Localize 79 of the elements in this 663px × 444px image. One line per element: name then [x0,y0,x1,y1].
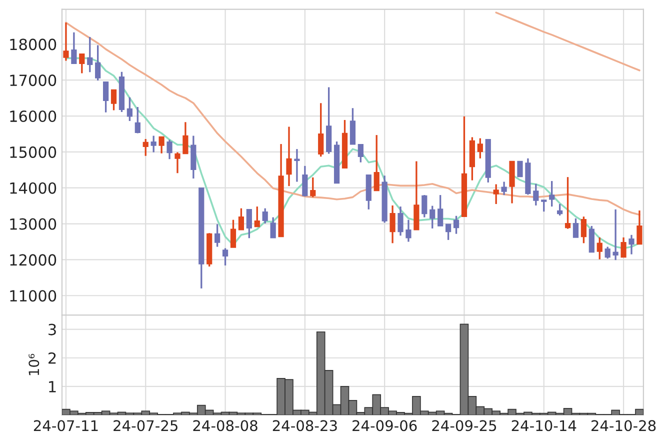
line-series [65,22,640,216]
candlestick [501,180,507,196]
candlestick [270,216,276,239]
candlestick [374,134,380,192]
candlestick [230,218,236,248]
candlestick [549,180,555,208]
candlestick [620,236,626,258]
candlestick [636,210,642,246]
candlestick [110,88,117,112]
candlestick [166,138,172,160]
candlestick [262,207,268,224]
candlestick [174,151,180,174]
candlestick [318,102,324,158]
line-series [495,12,640,72]
candlestick [246,208,252,239]
y-tick-label: 18000 [10,38,56,50]
x-tick-label: 24-09-25 [432,420,496,432]
y-tick-label: 16000 [10,110,56,122]
candlestick [71,31,77,64]
y-tick-label: 17000 [10,74,56,86]
candlestick [214,223,220,248]
y-tick-label: 11000 [10,290,56,302]
candlestick [350,107,356,146]
candlestick [517,160,523,178]
candlestick [182,121,188,155]
candlestick [445,223,452,241]
candlestick [134,106,140,134]
candlestick [158,136,164,154]
x-tick-label: 24-07-25 [114,420,178,432]
candlestick [438,194,444,227]
candlestick [294,148,300,183]
y-tick-label: 1 [49,381,56,392]
candlestick [572,218,579,238]
candlestick [302,165,308,198]
x-tick-label: 24-08-08 [193,420,258,432]
candlestick [533,183,539,206]
y-tick-label: 13000 [10,218,56,230]
candlestick [612,208,618,261]
x-tick-label: 24-08-23 [272,420,337,432]
candlestick [310,176,316,198]
candlestick [222,247,228,266]
candlestick [477,137,483,160]
candlestick [358,144,364,164]
candlestick [142,138,148,157]
candlestick [541,199,547,212]
x-tick-label: 24-10-14 [512,420,576,432]
candlestick [102,81,109,114]
y-axis-title: 10⁶ [28,354,40,376]
candlestick [286,126,292,187]
x-tick-label: 24-09-06 [352,420,417,432]
candlestick [564,176,571,230]
candlestick [628,234,634,256]
candlestick [557,203,563,216]
y-tick-label: 14000 [10,182,56,194]
candlestick [493,183,499,205]
candlestick [453,215,460,235]
candlestick [150,134,156,154]
candlestick [430,204,436,230]
candlestick [126,96,133,122]
y-tick-label: 15000 [10,146,56,158]
y-tick-label: 2 [48,352,56,364]
candlestick [596,236,602,260]
candlestick [604,246,610,260]
candlestick [406,218,412,243]
candlestick [63,22,69,62]
candlestick [238,207,244,231]
candlestick [588,225,594,253]
candlestick [580,216,587,244]
x-tick-label: 24-07-11 [34,420,98,432]
candlestick [422,194,428,218]
candlestick [95,44,101,82]
candlestick [79,53,85,74]
y-tick-label: 12000 [10,254,56,266]
candlestick [254,206,260,228]
candlestick [390,204,396,244]
candlestick [398,206,404,236]
y-tick-label: 3 [48,324,56,336]
candlestick [87,36,93,74]
x-tick-label: 24-10-28 [592,420,656,432]
